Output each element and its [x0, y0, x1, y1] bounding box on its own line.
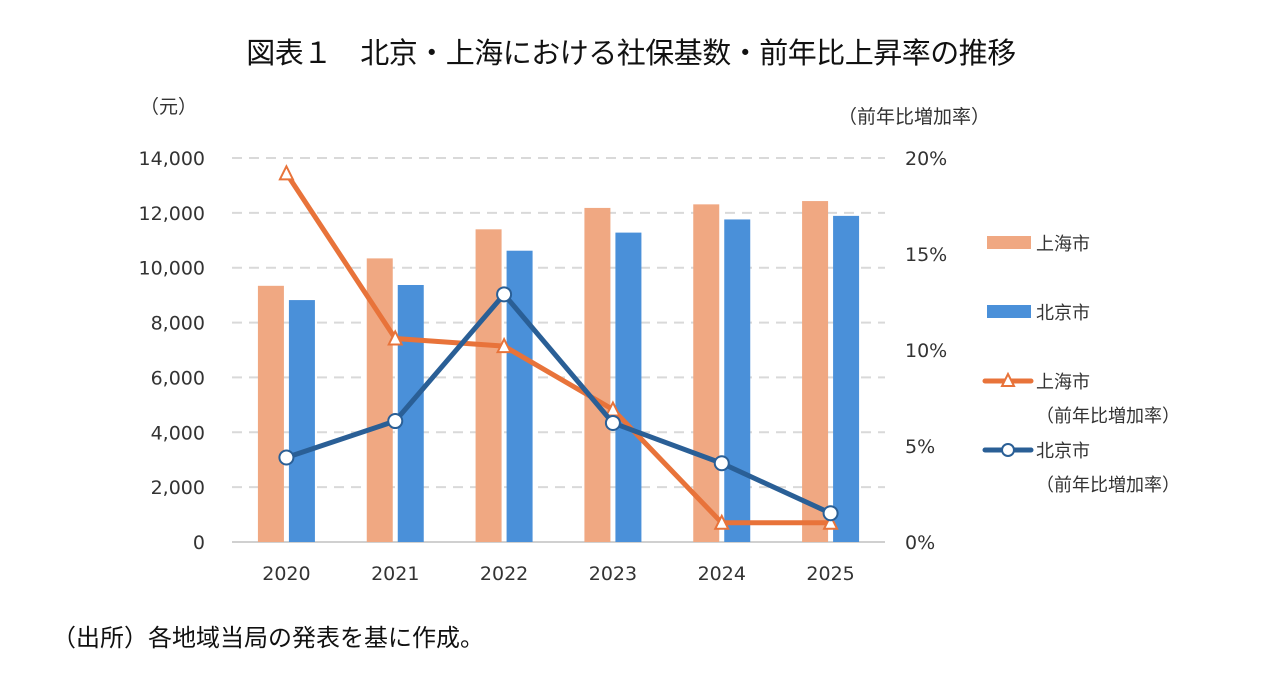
marker-beijing-2022 [496, 286, 513, 303]
marker-shanghai-2024 [713, 513, 730, 530]
bar-beijing-2020 [288, 300, 315, 542]
chart-title: 図表１ 北京・上海における社保基数・前年比上昇率の推移 [246, 36, 1016, 70]
marker-shanghai-2025 [822, 513, 839, 530]
y2-tick-label: 0% [905, 532, 935, 554]
legend-label-sub: （前年比増加率） [1036, 475, 1180, 496]
left-axis-unit: （元） [140, 96, 197, 118]
marker-beijing-2023 [604, 414, 621, 431]
y-tick-label: 10,000 [139, 258, 205, 280]
line-beijing-growth [285, 291, 832, 516]
marker-shanghai-2022 [495, 336, 513, 354]
y-tick-label: 8,000 [151, 313, 205, 335]
bar-beijing-2023 [615, 232, 642, 542]
legend-item: 北京市 [987, 303, 1090, 324]
legend-item: 北京市 （前年比増加率） [982, 441, 1180, 496]
right-axis-ticks: 0% 5% 10% 15% 20% [905, 148, 947, 554]
bar-shanghai-2020 [257, 285, 284, 542]
bar-shanghai-2025 [802, 201, 829, 542]
bars [257, 201, 860, 543]
legend-swatch [987, 236, 1031, 249]
y-tick-label: 12,000 [139, 203, 205, 225]
source-note: （出所）各地域当局の発表を基に作成。 [52, 624, 484, 652]
y2-tick-label: 10% [905, 340, 947, 362]
x-tick-label: 2022 [480, 563, 528, 585]
marker-shanghai-2020 [278, 164, 295, 181]
x-tick-label: 2021 [371, 563, 419, 585]
y2-tick-label: 5% [905, 436, 935, 458]
y-tick-label: 6,000 [151, 367, 205, 389]
bar-beijing-2024 [724, 219, 751, 542]
marker-beijing-2021 [387, 413, 404, 430]
bar-shanghai-2022 [475, 229, 502, 543]
legend-label: 上海市 [1036, 372, 1090, 393]
legend-label-sub: （前年比増加率） [1036, 406, 1180, 427]
x-tick-label: 2024 [698, 563, 746, 585]
legend-circle-marker [1001, 443, 1015, 457]
x-tick-label: 2023 [589, 563, 637, 585]
bar-shanghai-2023 [584, 207, 611, 543]
y-tick-label: 2,000 [151, 477, 205, 499]
marker-shanghai-2021 [387, 329, 404, 346]
legend-triangle-marker [1000, 371, 1016, 387]
marker-beijing-2025 [822, 505, 839, 522]
legend-item: 上海市 [987, 234, 1090, 255]
x-tick-label: 2020 [262, 563, 310, 585]
x-tick-label: 2025 [806, 563, 854, 585]
legend-label: 北京市 [1036, 441, 1090, 462]
bar-shanghai-2024 [693, 204, 720, 542]
y-tick-label: 14,000 [139, 148, 205, 170]
y-tick-label: 0 [193, 532, 205, 554]
legend-swatch [987, 305, 1031, 318]
y2-tick-label: 15% [905, 244, 947, 266]
marker-beijing-2024 [713, 455, 730, 472]
legend-label: 上海市 [1036, 234, 1090, 255]
y2-tick-label: 20% [905, 148, 947, 170]
x-axis-ticks: 2020 2021 2022 2023 2024 2025 [262, 563, 855, 585]
right-axis-unit: （前年比増加率） [838, 106, 990, 128]
bar-beijing-2025 [833, 215, 860, 543]
lines [278, 164, 839, 530]
legend-label: 北京市 [1036, 303, 1090, 324]
gridlines [232, 157, 885, 543]
marker-beijing-2020 [278, 449, 295, 466]
legend-item: 上海市 （前年比増加率） [982, 371, 1180, 427]
left-axis-ticks: 0 2,000 4,000 6,000 8,000 10,000 12,000 14,000 [139, 148, 205, 554]
line-shanghai-growth [284, 171, 831, 526]
y-tick-label: 4,000 [151, 422, 205, 444]
